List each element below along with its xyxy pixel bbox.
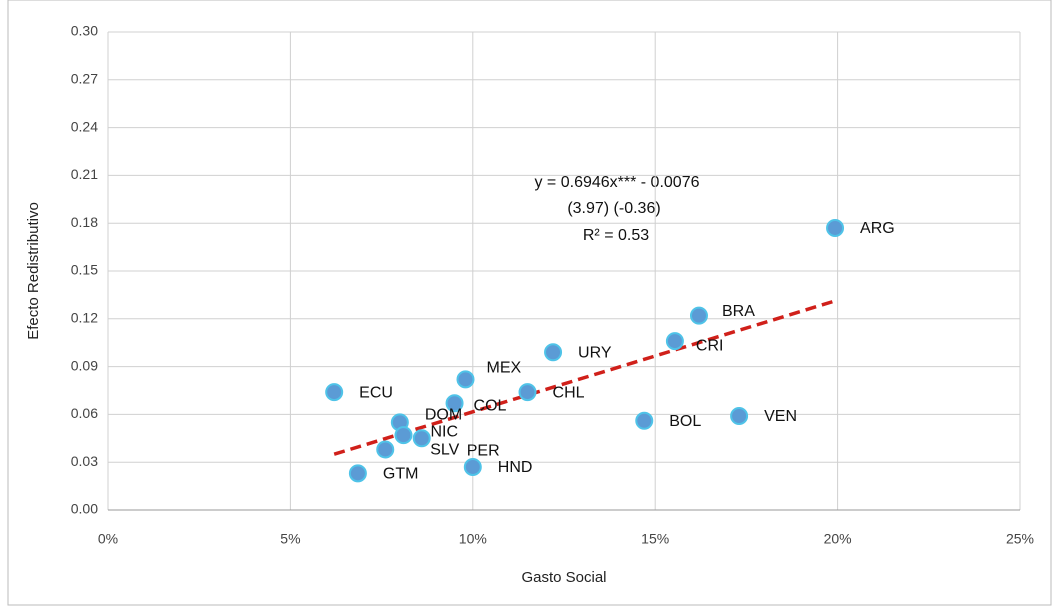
point xyxy=(544,343,563,362)
y-tick-label: 0.06 xyxy=(71,405,98,421)
y-tick-label: 0.00 xyxy=(71,501,98,517)
point-label: GTM xyxy=(383,466,419,483)
point xyxy=(348,464,367,483)
point xyxy=(730,406,749,425)
point xyxy=(518,383,537,402)
annotation: (3.97) (-0.36) xyxy=(567,200,660,217)
y-tick-label: 0.18 xyxy=(71,214,98,230)
point-label: BRA xyxy=(722,303,755,320)
point-label: ECU xyxy=(359,384,393,401)
chart-frame xyxy=(7,0,1052,606)
y-tick-label: 0.30 xyxy=(71,23,98,39)
point xyxy=(325,383,344,402)
point-label: BOL xyxy=(669,413,701,430)
point-label: CHL xyxy=(553,384,585,401)
y-tick-label: 0.15 xyxy=(71,262,98,278)
point-label: CRI xyxy=(696,337,724,354)
x-tick-label: 15% xyxy=(641,531,669,547)
point-label: URY xyxy=(578,344,612,361)
point xyxy=(394,426,413,445)
y-axis-label: Efecto Redistributivo xyxy=(25,202,42,340)
point-label: DOM xyxy=(425,407,462,424)
point xyxy=(445,394,464,413)
y-tick-label: 0.24 xyxy=(71,118,98,134)
x-tick-label: 0% xyxy=(98,531,118,547)
x-tick-label: 5% xyxy=(280,531,300,547)
point xyxy=(376,440,395,459)
x-tick-label: 20% xyxy=(824,531,852,547)
point-label: NIC xyxy=(430,423,458,440)
point xyxy=(463,457,482,476)
point-label: SLV xyxy=(430,442,459,459)
point xyxy=(635,411,654,430)
point-label: HND xyxy=(498,459,533,476)
y-tick-label: 0.21 xyxy=(71,166,98,182)
y-tick-label: 0.12 xyxy=(71,310,98,326)
point-label: PER xyxy=(467,443,500,460)
y-tick-label: 0.09 xyxy=(71,357,98,373)
x-tick-label: 10% xyxy=(459,531,487,547)
annotation: R² = 0.53 xyxy=(583,227,649,244)
point-label: MEX xyxy=(487,360,522,377)
point xyxy=(412,429,431,448)
annotation: y = 0.6946x*** - 0.0076 xyxy=(534,174,699,191)
point xyxy=(826,218,845,237)
y-tick-label: 0.27 xyxy=(71,71,98,87)
point xyxy=(689,306,708,325)
point-label: ARG xyxy=(860,220,895,237)
point-label: VEN xyxy=(764,408,797,425)
y-tick-label: 0.03 xyxy=(71,453,98,469)
point xyxy=(665,332,684,351)
x-axis-label: Gasto Social xyxy=(521,569,606,586)
point-label: COL xyxy=(474,397,507,414)
point xyxy=(456,370,475,389)
trendline xyxy=(333,299,835,456)
x-tick-label: 25% xyxy=(1006,531,1034,547)
